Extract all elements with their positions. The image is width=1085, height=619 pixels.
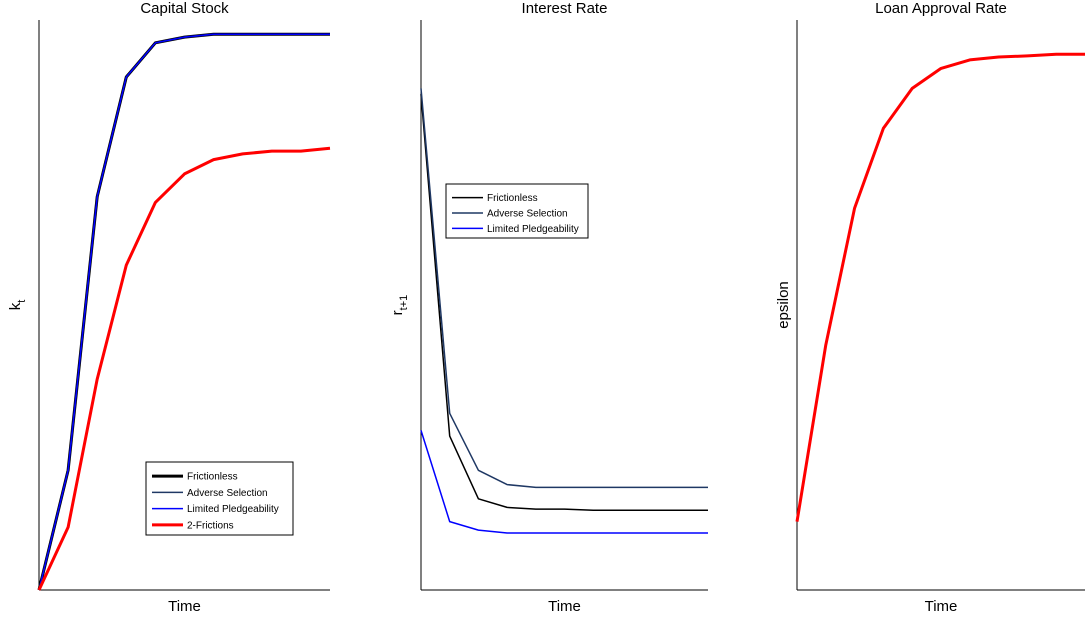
series-line-frictionless bbox=[420, 94, 708, 511]
legend-label: 2-Frictions bbox=[187, 520, 234, 531]
chart-title: Loan Approval Rate bbox=[875, 0, 1007, 17]
legend-label: Frictionless bbox=[187, 472, 238, 483]
series-line-epsilon bbox=[795, 52, 1085, 522]
x-axis-label: Time bbox=[168, 598, 201, 615]
series-line-limited-pledgeability bbox=[420, 430, 708, 534]
chart-panel-2: Interest Rate Time rt+1 Frictionless Adverse… bbox=[389, 0, 708, 615]
x-axis-label: Time bbox=[548, 598, 581, 615]
chart-panel-3: Loan Approval Rate Time epsilon bbox=[775, 0, 1085, 615]
legend-box bbox=[145, 461, 294, 536]
legend-label: Frictionless bbox=[487, 193, 538, 204]
series-line-2-frictions bbox=[37, 146, 331, 591]
legend: Frictionless Adverse Selection Limited Ple… bbox=[145, 461, 294, 536]
y-axis-label: epsilon bbox=[775, 281, 792, 329]
y-axis-label-main: epsilon bbox=[775, 281, 792, 329]
legend-label: Adverse Selection bbox=[187, 488, 268, 499]
chart-title: Interest Rate bbox=[522, 0, 608, 17]
y-axis-label: rt+1 bbox=[389, 295, 410, 316]
y-axis-label-main: r bbox=[389, 310, 406, 315]
series-line-adverse-selection bbox=[420, 88, 708, 489]
legend-label: Limited Pledgeability bbox=[187, 504, 279, 515]
chart-panel-1: Capital Stock Time kt Frictionless Adverse S… bbox=[7, 0, 331, 615]
y-axis-label-subscript: t bbox=[16, 300, 28, 303]
legend: Frictionless Adverse Selection Limited Ple… bbox=[445, 183, 589, 239]
legend-label: Limited Pledgeability bbox=[487, 224, 579, 235]
chart-title: Capital Stock bbox=[140, 0, 229, 17]
legend-label: Adverse Selection bbox=[487, 209, 568, 220]
x-axis-label: Time bbox=[925, 598, 958, 615]
series-line-limited-pledgeability bbox=[38, 33, 330, 591]
y-axis-label-main: k bbox=[7, 302, 24, 310]
y-axis-label-subscript: t+1 bbox=[398, 295, 410, 311]
y-axis-label: kt bbox=[7, 300, 28, 311]
